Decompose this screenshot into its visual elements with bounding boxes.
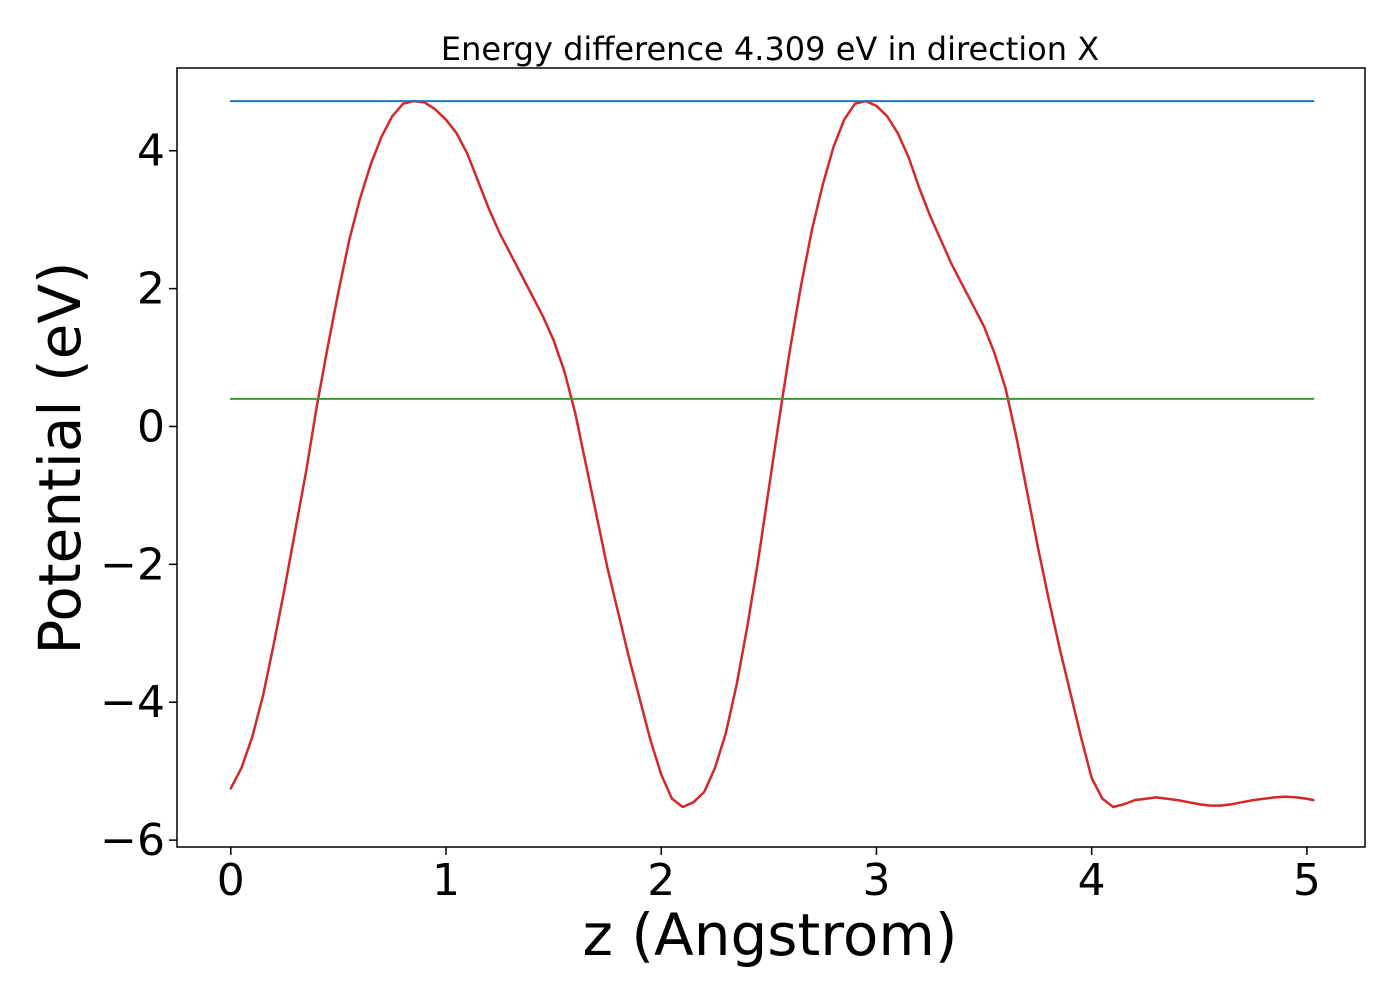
y-tick-label-0: −6 [100, 815, 165, 866]
x-tick-label-1: 1 [432, 855, 460, 906]
y-tick-label-1: −4 [100, 677, 165, 728]
x-tick-label-0: 0 [217, 855, 245, 906]
plot-frame [176, 67, 1366, 848]
y-tick-label-3: 0 [137, 401, 165, 452]
series-layer [229, 99, 1315, 809]
plot-area: 0 1 2 3 4 5 −6 −4 −2 0 2 4 [100, 67, 1366, 906]
y-tick-label-5: 4 [137, 126, 165, 177]
x-axis-ticks: 0 1 2 3 4 5 [217, 847, 1321, 906]
y-tick-label-4: 2 [137, 264, 165, 315]
potential-series-line [229, 99, 1315, 809]
x-tick-label-5: 5 [1293, 855, 1321, 906]
y-axis-ticks: −6 −4 −2 0 2 4 [100, 126, 177, 866]
y-axis-label: Potential (eV) [26, 261, 94, 654]
y-tick-label-2: −2 [100, 539, 165, 590]
x-tick-label-3: 3 [862, 855, 890, 906]
chart-title: Energy difference 4.309 eV in direction … [441, 30, 1099, 68]
x-tick-label-4: 4 [1078, 855, 1106, 906]
x-axis-label: z (Angstrom) [583, 901, 958, 969]
x-tick-label-2: 2 [647, 855, 675, 906]
